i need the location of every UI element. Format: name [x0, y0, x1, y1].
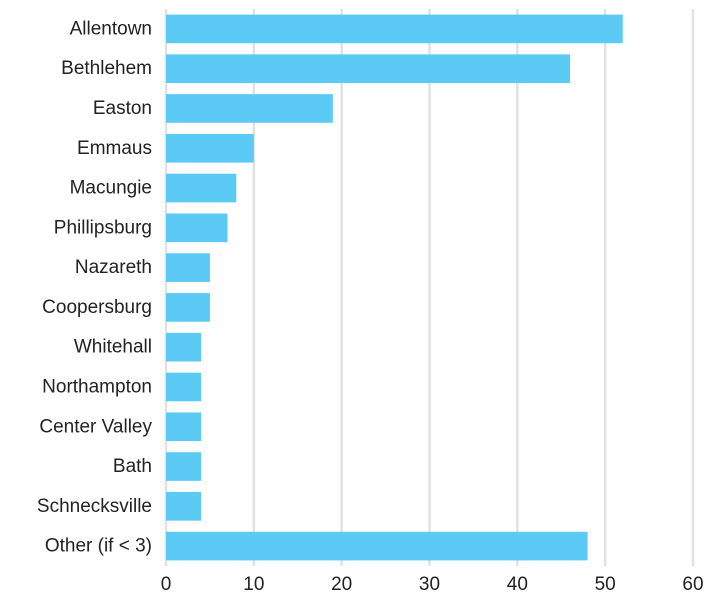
- x-tick-label: 50: [595, 574, 616, 595]
- bar-emmaus[interactable]: [166, 133, 254, 163]
- x-tick-label: 30: [419, 574, 440, 595]
- category-label: Coopersburg: [42, 297, 152, 318]
- category-label: Whitehall: [74, 337, 152, 358]
- category-label: Emmaus: [77, 138, 152, 159]
- category-label: Nazareth: [75, 257, 152, 278]
- x-tick-label: 20: [331, 574, 352, 595]
- bar-whitehall[interactable]: [166, 332, 202, 362]
- bar-other-if-3[interactable]: [166, 531, 588, 561]
- category-label: Phillipsburg: [54, 217, 152, 238]
- category-label: Easton: [93, 98, 152, 119]
- bar-center-valley[interactable]: [166, 412, 202, 442]
- x-tick-label: 0: [161, 574, 172, 595]
- x-tick-label: 60: [682, 574, 703, 595]
- category-label: Schnecksville: [37, 496, 152, 517]
- bar-bath[interactable]: [166, 452, 202, 481]
- category-label: Center Valley: [39, 416, 152, 437]
- category-label: Bethlehem: [61, 58, 152, 79]
- bar-nazareth[interactable]: [166, 253, 210, 282]
- category-label: Bath: [113, 456, 152, 477]
- bar-northampton[interactable]: [166, 372, 202, 402]
- bar-coopersburg[interactable]: [166, 293, 210, 322]
- bar-bethlehem[interactable]: [166, 54, 571, 84]
- x-tick-label: 40: [507, 574, 528, 595]
- bar-schnecksville[interactable]: [166, 491, 202, 521]
- bar-macungie[interactable]: [166, 173, 237, 203]
- x-tick-label: 10: [243, 574, 264, 595]
- category-label: Other (if < 3): [45, 536, 152, 557]
- category-label: Allentown: [70, 18, 152, 39]
- bar-allentown[interactable]: [166, 14, 623, 44]
- bar-phillipsburg[interactable]: [166, 213, 228, 243]
- category-label: Northampton: [42, 376, 152, 397]
- category-label: Macungie: [70, 178, 152, 199]
- bar-easton[interactable]: [166, 94, 333, 123]
